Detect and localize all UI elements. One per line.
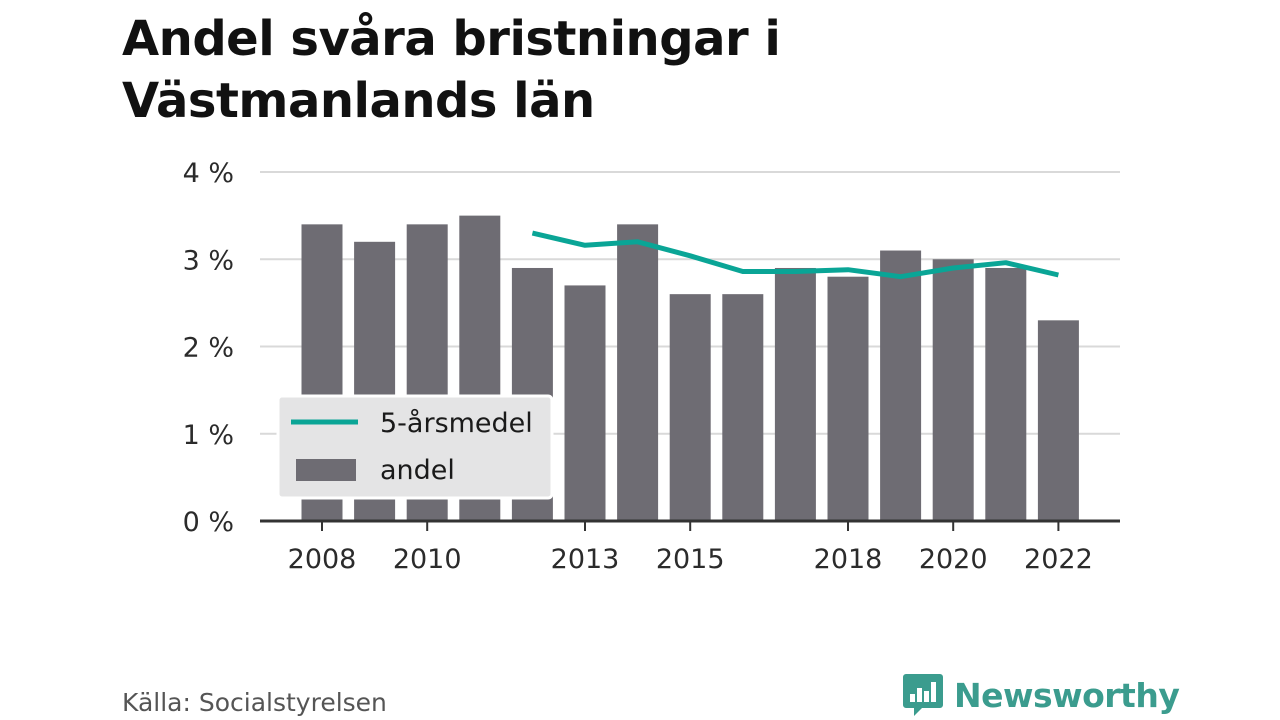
- x-tick-label: 2013: [551, 544, 620, 575]
- x-tick-label: 2018: [814, 544, 883, 575]
- bar-2016: [722, 294, 764, 521]
- brand-name: Newsworthy: [954, 675, 1180, 715]
- x-axis-ticks: 2008 2010 2013 2015 2018 2020 2022: [288, 521, 1093, 575]
- chart: 0 % 1 % 2 % 3 % 4 % 2008 2010 2013 2015 2018 2020…: [183, 158, 1120, 575]
- chart-bubble-icon: [903, 674, 943, 716]
- source-note: Källa: Socialstyrelsen: [122, 688, 387, 717]
- x-tick-label: 2010: [393, 544, 462, 575]
- y-tick-label: 4 %: [183, 158, 234, 189]
- x-tick-label: 2020: [919, 544, 988, 575]
- x-tick-label: 2015: [656, 544, 725, 575]
- legend-swatch-andel: [296, 459, 356, 481]
- chart-title: Andel svåra bristningar i Västmanlands l…: [122, 11, 781, 129]
- series-line-5-arsmedel: [531, 230, 1059, 280]
- y-tick-label: 0 %: [183, 507, 234, 538]
- legend-label-andel: andel: [380, 455, 455, 486]
- legend-label-5-arsmedel: 5-årsmedel: [380, 408, 533, 439]
- x-tick-label: 2008: [288, 544, 357, 575]
- bar-2014: [617, 224, 659, 521]
- bar-2017: [774, 267, 816, 521]
- x-tick-label: 2022: [1024, 544, 1093, 575]
- y-axis-ticks: 0 % 1 % 2 % 3 % 4 %: [183, 158, 234, 538]
- brand-logo[interactable]: Newsworthy: [902, 672, 1180, 718]
- bar-2022: [1037, 320, 1079, 521]
- y-tick-label: 3 %: [183, 245, 234, 276]
- y-tick-label: 2 %: [183, 333, 234, 364]
- bar-2013: [564, 285, 606, 521]
- bar-2019: [880, 250, 922, 521]
- legend: 5-årsmedel andel: [276, 394, 554, 500]
- bar-2020: [932, 259, 974, 521]
- y-tick-label: 1 %: [183, 420, 234, 451]
- bar-2021: [985, 267, 1027, 521]
- bar-2018: [827, 276, 869, 521]
- bar-2015: [669, 294, 711, 521]
